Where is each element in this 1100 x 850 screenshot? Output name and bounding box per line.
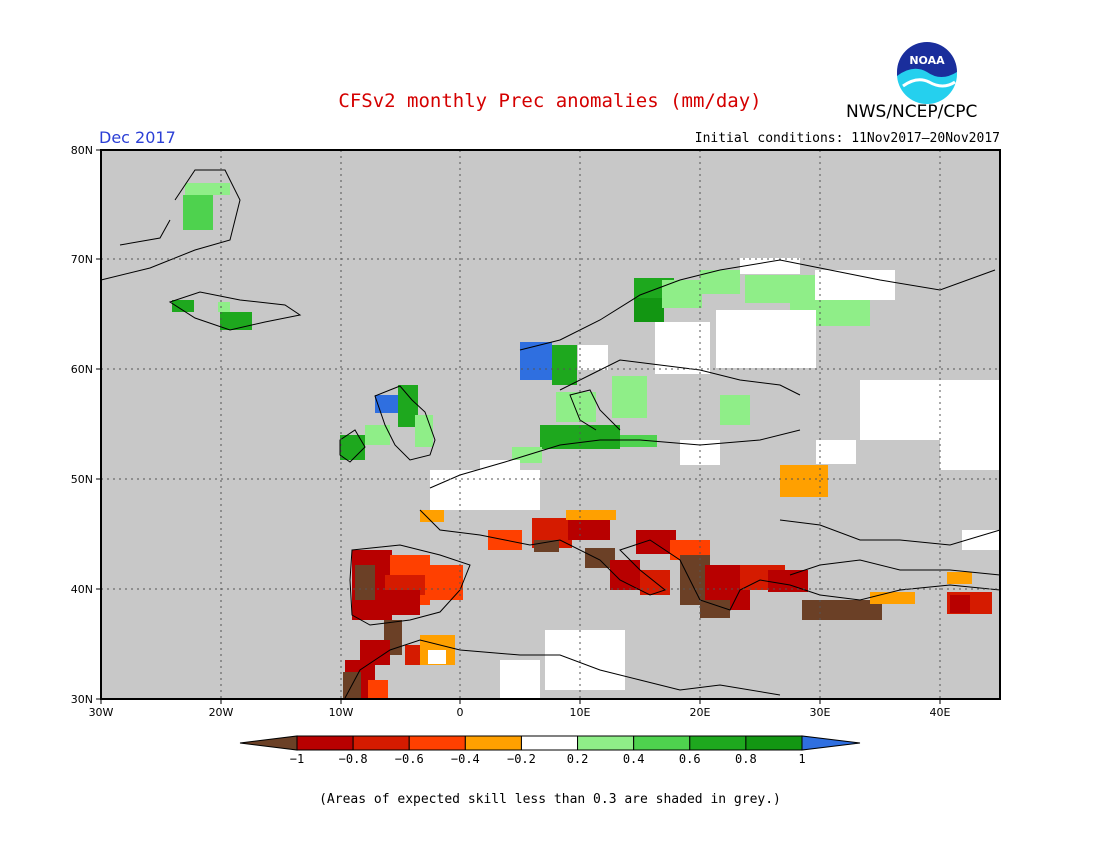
colorbar-tick-label: 0.2 <box>567 752 589 766</box>
initial-conditions-label: Initial conditions: 11Nov2017–20Nov2017 <box>694 131 1000 146</box>
noaa-logo: NOAA <box>897 42 957 104</box>
colorbar-tick-label: −0.2 <box>507 752 536 766</box>
colorbar-tick-label: −1 <box>290 752 304 766</box>
colorbar-arrow-low <box>239 735 298 751</box>
colorbar-swatch <box>633 735 691 751</box>
lon-label: 40E <box>930 706 951 719</box>
lon-label: 30E <box>810 706 831 719</box>
lon-label: 30W <box>89 706 114 719</box>
graticule <box>101 150 1000 699</box>
lat-label: 80N <box>71 144 93 157</box>
skill-caption: (Areas of expected skill less than 0.3 a… <box>319 792 781 807</box>
colorbar-swatch <box>577 735 635 751</box>
lat-label: 60N <box>71 363 93 376</box>
colorbar-tick-label: −0.6 <box>395 752 424 766</box>
colorbar-tick-label: 0.6 <box>679 752 701 766</box>
colorbar-swatch <box>352 735 410 751</box>
colorbar-tick-label: 0.4 <box>623 752 645 766</box>
lat-label: 70N <box>71 253 93 266</box>
lon-label: 20W <box>209 706 234 719</box>
colorbar-swatch <box>408 735 466 751</box>
colorbar-tick-label: −0.4 <box>451 752 480 766</box>
anomaly-map: 80N 70N 60N 50N 40N 30N 30W 20W 10W 0 10… <box>71 144 1001 719</box>
lat-label: 50N <box>71 473 93 486</box>
colorbar-tick-label: −0.8 <box>339 752 368 766</box>
colorbar-swatch <box>464 735 522 751</box>
lon-label: 20E <box>690 706 711 719</box>
valid-month-label: Dec 2017 <box>99 128 176 147</box>
colorbar-swatch <box>745 735 803 751</box>
colorbar-swatches <box>239 735 861 751</box>
colorbar-tick-label: 1 <box>798 752 805 766</box>
colorbar-tick-label: 0.8 <box>735 752 757 766</box>
colorbar-labels: −1 −0.8 −0.6 −0.4 −0.2 0.2 0.4 0.6 0.8 1 <box>290 752 806 766</box>
colorbar-swatch <box>520 735 579 751</box>
map-title: CFSv2 monthly Prec anomalies (mm/day) <box>338 90 762 112</box>
lon-label: 10W <box>329 706 354 719</box>
svg-text:NOAA: NOAA <box>909 54 945 67</box>
colorbar-swatch <box>296 735 354 751</box>
colorbar: −1 −0.8 −0.6 −0.4 −0.2 0.2 0.4 0.6 0.8 1 <box>239 735 861 766</box>
lat-label: 30N <box>71 693 93 706</box>
lon-label: 10E <box>570 706 591 719</box>
coastlines <box>100 169 1001 699</box>
colorbar-arrow-high <box>801 735 861 751</box>
map-frame <box>100 149 1001 700</box>
colorbar-swatch <box>689 735 747 751</box>
lon-label: 0 <box>457 706 464 719</box>
organization-label: NWS/NCEP/CPC <box>846 102 978 122</box>
lat-label: 40N <box>71 583 93 596</box>
